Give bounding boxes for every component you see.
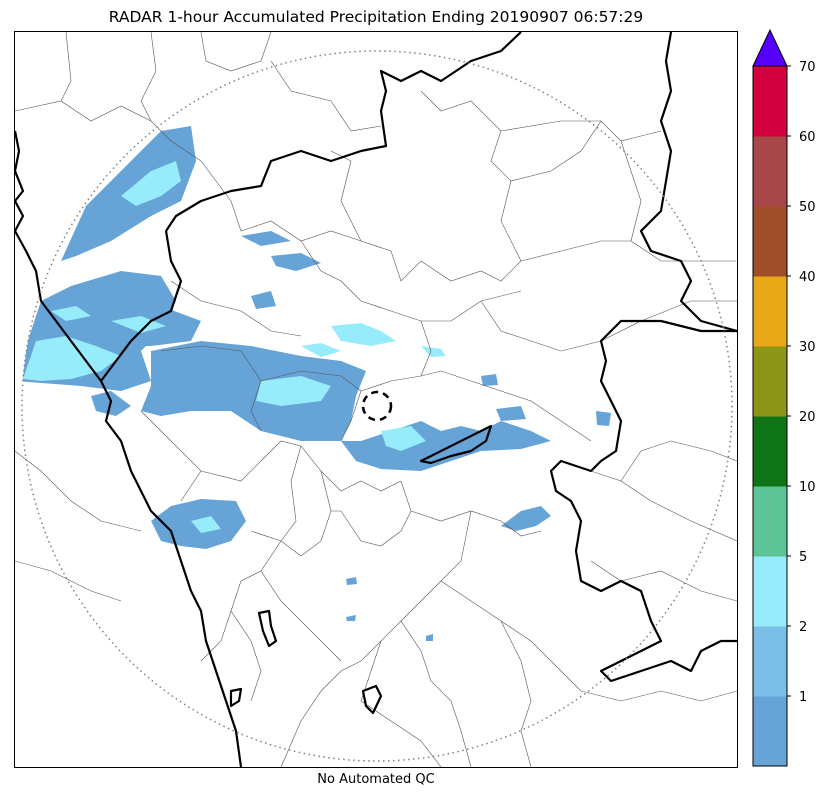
colorbar-tick-label: 2 <box>799 620 807 635</box>
colorbar-segment <box>753 206 787 277</box>
colorbar-tick-label: 40 <box>799 270 816 285</box>
colorbar-segment <box>753 416 787 487</box>
map-title: RADAR 1-hour Accumulated Precipitation E… <box>108 8 644 26</box>
colorbar-tick-label: 50 <box>799 200 816 215</box>
colorbar-tick-label: 60 <box>799 130 816 145</box>
colorbar-segment <box>753 626 787 697</box>
colorbar-tick-label: 20 <box>799 410 816 425</box>
colorbar-segment <box>753 66 787 137</box>
colorbar-tick-label: 1 <box>799 690 807 705</box>
colorbar-segment <box>753 136 787 207</box>
colorbar-segment <box>753 276 787 347</box>
colorbar-segment <box>753 486 787 557</box>
colorbar-tick-label: 70 <box>799 60 816 75</box>
radar-map[interactable] <box>14 31 738 768</box>
colorbar-segment <box>753 556 787 627</box>
radar-site-marker <box>361 390 393 422</box>
radar-range-ring <box>21 50 733 762</box>
colorbar-extend-arrow <box>752 28 788 67</box>
colorbar-segment <box>753 696 787 767</box>
state-boundaries <box>15 32 737 767</box>
qc-note: No Automated QC <box>317 772 435 787</box>
precipitation-layer <box>22 126 611 641</box>
district-boundaries <box>15 32 737 767</box>
colorbar-tick-label: 5 <box>799 550 807 565</box>
colorbar-segment <box>753 346 787 417</box>
colorbar: 1 2 5 10 20 30 40 50 60 70 <box>752 28 816 767</box>
colorbar-tick-label: 30 <box>799 340 816 355</box>
colorbar-tick-label: 10 <box>799 480 816 495</box>
rain-medium-areas <box>23 161 446 533</box>
